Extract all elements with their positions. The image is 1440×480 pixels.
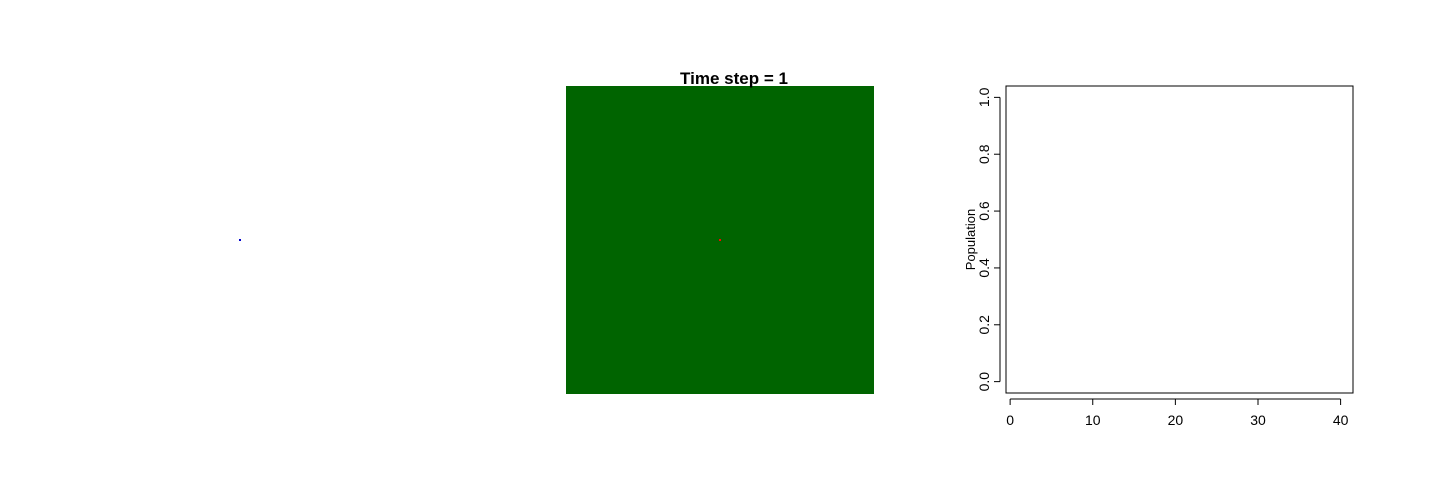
population-plot: 0 10 20 30 40 0.0 0.2 0.4 0.6 0.8 1.0 Population xyxy=(963,85,1354,428)
x-tick-label: 0 xyxy=(1006,412,1014,428)
x-tick-label: 20 xyxy=(1168,412,1184,428)
y-axis-label: Population xyxy=(963,209,978,270)
agent-scatter-plot xyxy=(239,239,241,241)
grid-cell-0 xyxy=(719,239,721,241)
x-tick-label: 30 xyxy=(1250,412,1266,428)
agent-scatter-panel xyxy=(0,0,480,480)
y-tick-label: 0.6 xyxy=(976,201,992,221)
x-tick-label: 10 xyxy=(1085,412,1101,428)
landscape-grid-panel: Time step = 1 xyxy=(480,0,960,480)
population-plot-panel: 0 10 20 30 40 0.0 0.2 0.4 0.6 0.8 1.0 Population xyxy=(960,0,1440,480)
y-tick-label: 0.8 xyxy=(976,144,992,164)
plot-frame xyxy=(1005,85,1354,394)
grid-title: Time step = 1 xyxy=(680,69,788,88)
y-tick-label: 0.0 xyxy=(976,372,992,392)
agent-point-0 xyxy=(239,239,241,241)
y-tick-label: 0.4 xyxy=(976,258,992,278)
y-tick-label: 0.2 xyxy=(976,315,992,335)
y-tick-label: 1.0 xyxy=(976,87,992,107)
x-tick-label: 40 xyxy=(1333,412,1349,428)
landscape-grid-plot: Time step = 1 xyxy=(566,69,874,394)
